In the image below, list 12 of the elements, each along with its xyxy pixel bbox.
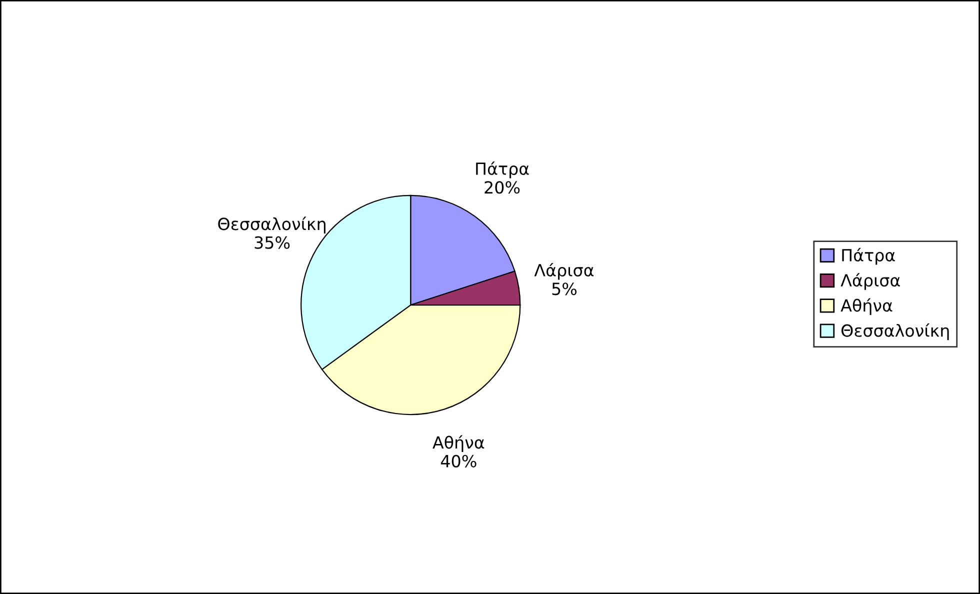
data-label: 5% — [552, 282, 577, 296]
slice-label: Αθήνα — [432, 435, 484, 452]
legend-label: Λάρισα — [840, 273, 900, 290]
data-label: 40% — [440, 454, 476, 468]
legend-label: Θεσσαλονίκη — [841, 323, 949, 340]
data-label: 35% — [254, 236, 290, 249]
legend-label: Αθήνα — [840, 298, 892, 315]
slice-label: Λάρισα — [534, 262, 594, 280]
slice-label: Πάτρα — [476, 161, 529, 178]
slice-label: Θεσσαλονίκη — [218, 216, 326, 234]
legend-label: Πάτρα — [842, 248, 895, 265]
data-label: 20% — [484, 181, 520, 194]
